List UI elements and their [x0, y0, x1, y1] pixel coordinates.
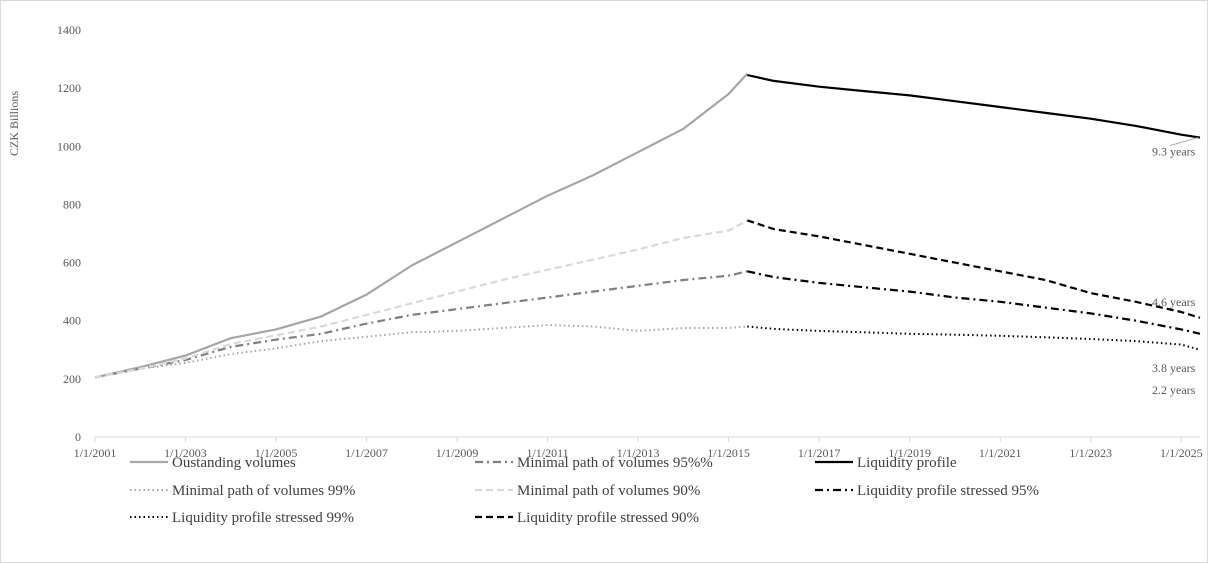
annotation-label: 9.3 years — [1152, 145, 1196, 159]
y-tick-label: 800 — [63, 197, 81, 211]
series-line-8 — [746, 219, 1201, 319]
legend-label-1: Oustanding volumes — [172, 455, 296, 471]
y-tick-label: 600 — [63, 256, 81, 270]
x-tick-label: 1/1/2025 — [1160, 446, 1203, 460]
x-tick-label: 1/1/2013 — [617, 446, 660, 460]
series-line-5 — [94, 219, 748, 379]
x-tick-label: 1/1/2003 — [164, 446, 207, 460]
x-tick-label: 1/1/2015 — [707, 446, 750, 460]
x-tick-label: 1/1/2005 — [255, 446, 298, 460]
plot-area: CZK Billions 0 200 400 600 800 1000 1200 1400 1/1… — [7, 23, 1203, 460]
legend-label-5: Minimal path of volumes 90% — [517, 483, 700, 499]
annotation-label: 3.8 years — [1152, 361, 1196, 375]
x-tick-label: 1/1/2009 — [436, 446, 479, 460]
y-axis-label: CZK Billions — [7, 91, 21, 156]
legend: Oustanding volumes Minimal path of volume… — [130, 455, 1039, 526]
x-tick-label: 1/1/2019 — [888, 446, 931, 460]
y-tick-label: 1400 — [57, 23, 81, 37]
annotation-leader — [1169, 137, 1199, 147]
series-line-4 — [94, 324, 748, 379]
y-tick-label: 200 — [63, 372, 81, 386]
x-tick-label: 1/1/2011 — [526, 446, 568, 460]
series-line-3 — [747, 74, 1201, 139]
series-line-7 — [747, 325, 1201, 351]
y-tick-label: 1000 — [57, 139, 81, 153]
legend-label-6: Liquidity profile stressed 95% — [857, 483, 1039, 499]
x-tick-label: 1/1/2017 — [798, 446, 841, 460]
series-line-1 — [94, 72, 749, 379]
annotation-label: 2.2 years — [1152, 383, 1196, 397]
y-tick-label: 400 — [63, 314, 81, 328]
annotation-label: 4.6 years — [1152, 295, 1196, 309]
legend-label-8: Liquidity profile stressed 90% — [517, 510, 699, 526]
x-tick-label: 1/1/2023 — [1069, 446, 1112, 460]
y-tick-label: 1200 — [57, 81, 81, 95]
x-tick-label: 1/1/2021 — [979, 446, 1022, 460]
legend-label-2: Minimal path of volumes 95%% — [517, 455, 713, 471]
legend-label-3: Liquidity profile — [857, 455, 957, 471]
series-line-6 — [747, 270, 1201, 335]
y-tick-label: 0 — [75, 430, 81, 444]
legend-label-7: Liquidity profile stressed 99% — [172, 510, 354, 526]
legend-label-4: Minimal path of volumes 99% — [172, 483, 355, 499]
series-line-2 — [94, 270, 748, 379]
x-tick-label: 1/1/2001 — [74, 446, 117, 460]
x-tick-label: 1/1/2007 — [345, 446, 388, 460]
